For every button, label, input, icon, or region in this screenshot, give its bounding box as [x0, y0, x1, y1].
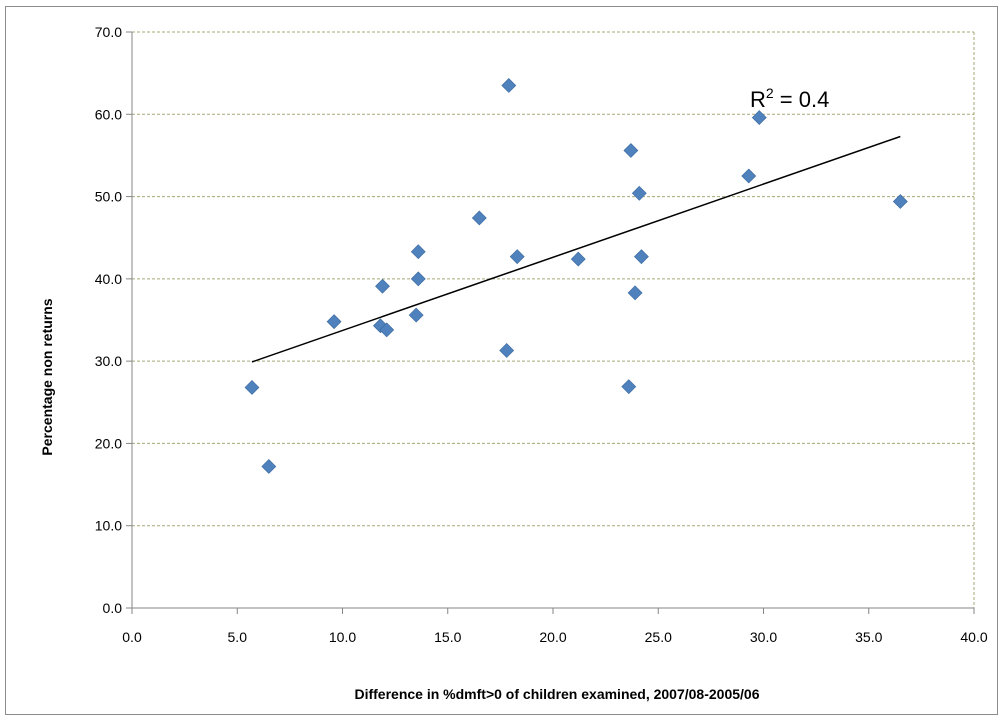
y-tick-label: 30.0	[95, 353, 122, 369]
x-tick-label: 10.0	[329, 629, 356, 645]
data-point	[261, 459, 277, 474]
chart-frame: 0.0 10.0 20.0 30.0 40.0 50.0 60.0 70.0 0.0 5.0 10…	[5, 6, 998, 715]
r-squared-label: R2 = 0.4	[750, 85, 829, 112]
x-tick-label: 5.0	[228, 629, 248, 645]
y-tick-label: 70.0	[95, 24, 122, 40]
x-tick-label: 15.0	[434, 629, 461, 645]
data-point	[751, 110, 767, 126]
y-tick-labels: 0.0 10.0 20.0 30.0 40.0 50.0 60.0 70.0	[95, 24, 122, 616]
x-tick-label: 25.0	[645, 629, 672, 645]
x-tick-labels: 0.0 5.0 10.0 15.0 20.0 25.0 30.0 35.0 40.0	[122, 629, 988, 645]
data-point	[379, 322, 395, 338]
data-point	[410, 244, 426, 260]
r-squared-superscript: 2	[766, 85, 774, 101]
data-point	[501, 78, 517, 93]
data-point	[623, 143, 639, 158]
y-tick-label: 0.0	[103, 600, 123, 616]
x-tick-label: 20.0	[539, 629, 566, 645]
data-point	[627, 285, 643, 301]
data-point	[326, 314, 342, 330]
y-tick-label: 60.0	[95, 106, 122, 122]
trendline	[251, 135, 901, 363]
y-tick-label: 10.0	[95, 518, 122, 534]
y-tick-label: 50.0	[95, 189, 122, 205]
r-squared-main: R	[750, 87, 766, 112]
data-point	[570, 251, 586, 267]
data-points	[244, 78, 908, 474]
data-point	[408, 307, 424, 323]
x-tick-label: 40.0	[960, 629, 987, 645]
data-point	[633, 249, 649, 265]
x-tick-label: 35.0	[855, 629, 882, 645]
data-point	[410, 271, 426, 287]
data-point	[471, 210, 487, 226]
data-point	[375, 278, 390, 294]
data-point	[892, 194, 908, 209]
x-tick-label: 0.0	[122, 629, 142, 645]
gridlines	[132, 31, 975, 608]
y-tick-label: 20.0	[95, 435, 122, 451]
r-squared-value: = 0.4	[774, 87, 830, 112]
trendline-group	[251, 135, 901, 363]
data-point	[621, 379, 637, 395]
data-point	[499, 343, 515, 358]
y-tick-label: 40.0	[95, 271, 122, 287]
data-point	[509, 249, 525, 265]
axes	[126, 31, 975, 614]
x-axis-title: Difference in %dmft>0 of children examin…	[354, 686, 759, 702]
data-point	[741, 168, 757, 184]
y-axis-title: Percentage non returns	[39, 298, 55, 455]
data-point	[631, 185, 647, 201]
scatter-chart: 0.0 10.0 20.0 30.0 40.0 50.0 60.0 70.0 0.0 5.0 10…	[39, 24, 988, 702]
data-point	[244, 380, 260, 395]
x-tick-label: 30.0	[750, 629, 777, 645]
